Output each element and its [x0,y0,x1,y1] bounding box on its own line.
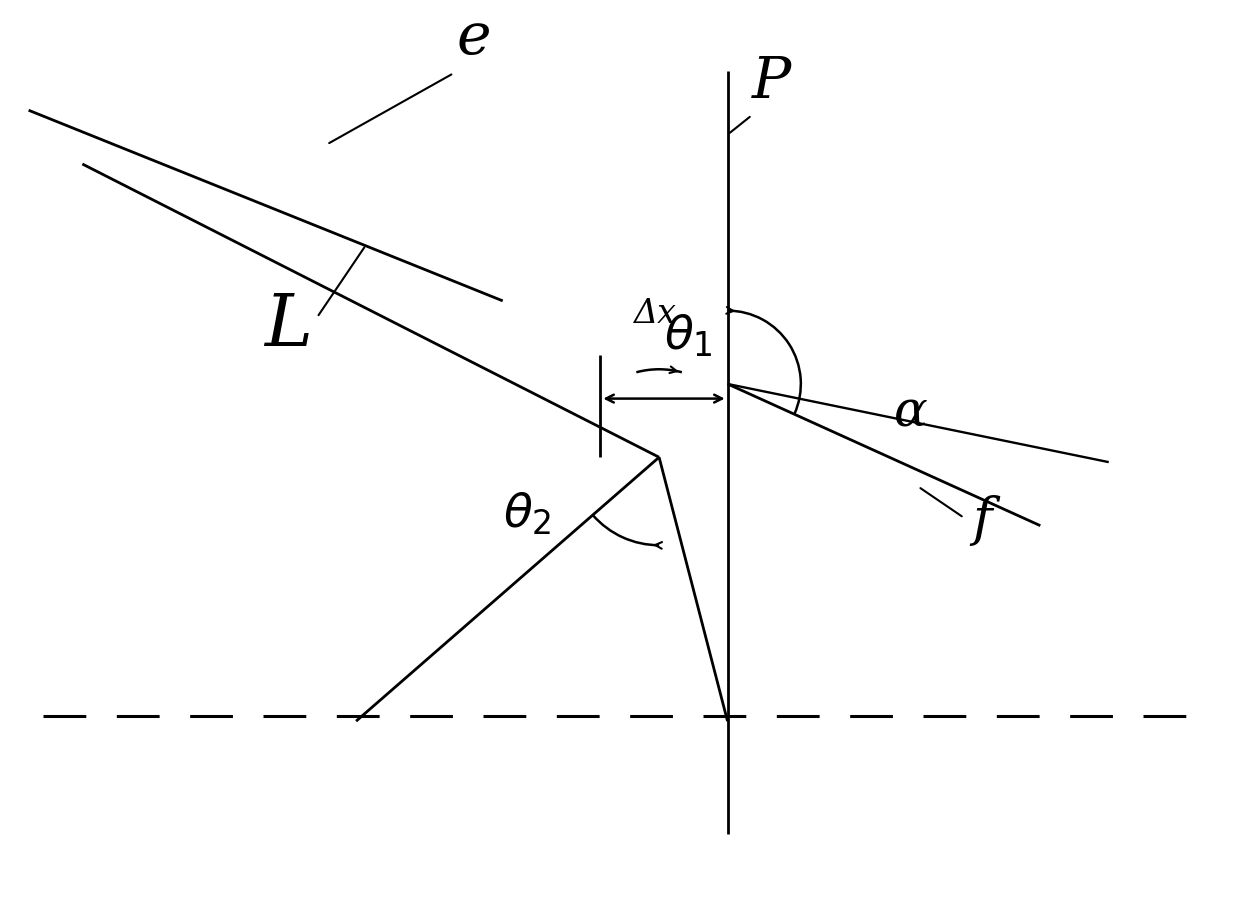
Text: $\theta_2$: $\theta_2$ [503,492,552,538]
Text: Δx: Δx [632,299,676,330]
Text: α: α [894,389,928,438]
Text: f: f [972,495,992,547]
Text: P: P [751,54,791,110]
Text: e: e [456,10,491,66]
Text: L: L [264,290,311,361]
Text: $\theta_1$: $\theta_1$ [663,313,713,360]
